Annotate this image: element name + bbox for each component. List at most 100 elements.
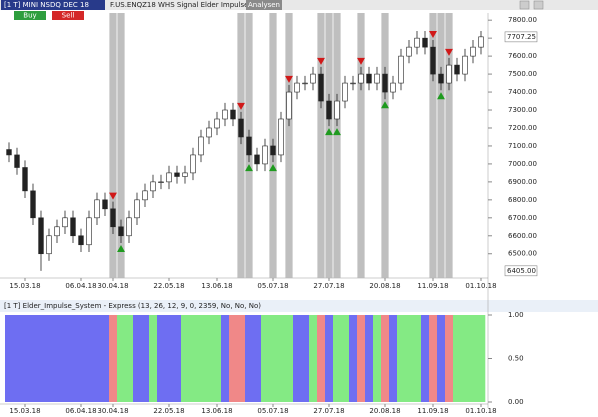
impulse-bar (365, 315, 374, 402)
impulse-bar (133, 315, 142, 402)
impulse-bar (325, 315, 334, 402)
signal-band (445, 13, 453, 278)
impulse-bar (277, 315, 286, 402)
buy-signal (437, 92, 445, 100)
signal-band (285, 13, 293, 278)
candle-body (30, 190, 36, 219)
y-tick-label: 7600.00 (508, 52, 537, 60)
impulse-bar (229, 315, 238, 402)
candle-body (358, 73, 364, 84)
candle-body (390, 82, 396, 93)
x-tick-label: 30.04.18 (97, 407, 128, 415)
toolbar-icon[interactable] (533, 0, 544, 10)
candle-body (270, 145, 276, 156)
signal-band (317, 13, 325, 278)
y-tick-label: 7300.00 (508, 106, 537, 114)
sell-signal (285, 75, 293, 83)
x-tick-label: 13.06.18 (201, 407, 232, 415)
x-tick-label: 01.10.18 (465, 407, 496, 415)
candle-body (238, 118, 244, 138)
y-tick-label: 6700.00 (508, 214, 537, 222)
impulse-bar (197, 315, 206, 402)
indicator-title: [1 T] Elder_Impulse_System - Express (13… (4, 302, 261, 310)
candle-body (446, 64, 452, 84)
impulse-bar (453, 315, 462, 402)
sell-signal (429, 30, 437, 38)
buy-signal (117, 244, 125, 252)
candle-body (54, 226, 60, 237)
candle-body (62, 217, 68, 228)
toolbar-icon[interactable] (519, 0, 530, 10)
buy-signal (333, 128, 341, 136)
x-tick-label: 05.07.18 (257, 282, 288, 290)
buy-signal (245, 164, 253, 172)
sell-signal (237, 102, 245, 110)
impulse-bar (349, 315, 358, 402)
impulse-bar (341, 315, 350, 402)
impulse-bar (373, 315, 382, 402)
analysen-button[interactable] (246, 0, 282, 10)
candle-body (414, 37, 420, 48)
impulse-bar (45, 315, 54, 402)
candle-body (78, 235, 84, 246)
candle-body (46, 235, 52, 255)
impulse-bar (21, 315, 30, 402)
signal-band (381, 13, 389, 278)
impulse-bar (13, 315, 22, 402)
impulse-bar (357, 315, 366, 402)
x-tick-label: 27.07.18 (313, 282, 344, 290)
candle-body (438, 73, 444, 84)
impulse-bar (189, 315, 198, 402)
candle-body (398, 55, 404, 84)
impulse-bar (397, 315, 406, 402)
sell-signal (357, 57, 365, 65)
candle-body (206, 127, 212, 138)
impulse-bar (125, 315, 134, 402)
candle-body (150, 181, 156, 192)
sell-button[interactable] (52, 11, 84, 20)
x-tick-label: 06.04.18 (65, 407, 96, 415)
candle-body (86, 217, 92, 246)
instrument-box[interactable] (1, 0, 105, 10)
y-tick-label: 6900.00 (508, 178, 537, 186)
impulse-bar (421, 315, 430, 402)
signal-band (333, 13, 341, 278)
sell-label: Sell (62, 12, 75, 20)
candle-body (294, 82, 300, 93)
impulse-bar (173, 315, 182, 402)
y-tick-label: 0.00 (508, 398, 524, 406)
candle-body (198, 136, 204, 156)
impulse-bar (213, 315, 222, 402)
impulse-bar (141, 315, 150, 402)
impulse-bar (61, 315, 70, 402)
analysen-label: Analysen (248, 1, 280, 9)
x-tick-label: 20.08.18 (369, 407, 400, 415)
buy-signal (325, 128, 333, 136)
impulse-bar (149, 315, 158, 402)
buy-button[interactable] (14, 11, 46, 20)
y-tick-label: 7500.00 (508, 70, 537, 78)
impulse-bar (261, 315, 270, 402)
candle-body (310, 73, 316, 84)
impulse-bar (245, 315, 254, 402)
candle-body (14, 154, 20, 168)
candle-body (286, 91, 292, 120)
impulse-bar (93, 315, 102, 402)
x-tick-label: 15.03.18 (9, 282, 40, 290)
impulse-bar (165, 315, 174, 402)
candle-body (326, 100, 332, 120)
candle-body (190, 154, 196, 174)
signal-band (117, 13, 125, 278)
impulse-bar (5, 315, 14, 402)
impulse-bar (181, 315, 190, 402)
candle-body (174, 172, 180, 177)
impulse-bar (37, 315, 46, 402)
y-tick-label: 7100.00 (508, 142, 537, 150)
candle-body (6, 149, 12, 156)
impulse-bar (117, 315, 126, 402)
buy-signal (269, 164, 277, 172)
impulse-bar (477, 315, 486, 402)
impulse-bar (405, 315, 414, 402)
impulse-bar (253, 315, 262, 402)
